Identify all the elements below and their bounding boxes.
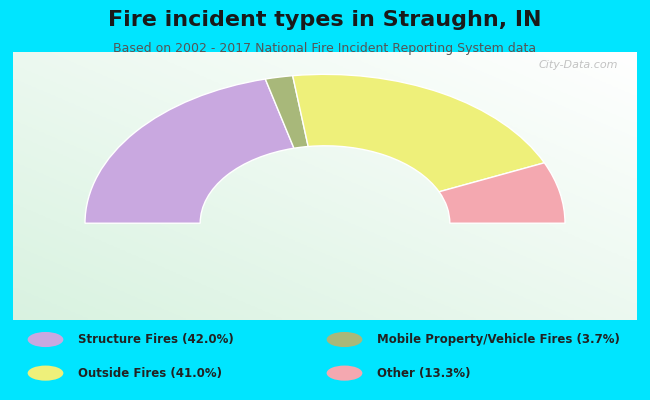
Text: Other (13.3%): Other (13.3%) [377,367,471,380]
Ellipse shape [27,332,64,347]
Ellipse shape [326,366,363,381]
Ellipse shape [326,332,363,347]
Ellipse shape [27,366,64,381]
Text: Structure Fires (42.0%): Structure Fires (42.0%) [78,333,234,346]
Wedge shape [85,79,294,223]
Wedge shape [265,76,308,148]
Text: City-Data.com: City-Data.com [539,60,618,70]
Text: Outside Fires (41.0%): Outside Fires (41.0%) [78,367,222,380]
Text: Mobile Property/Vehicle Fires (3.7%): Mobile Property/Vehicle Fires (3.7%) [377,333,620,346]
Text: Based on 2002 - 2017 National Fire Incident Reporting System data: Based on 2002 - 2017 National Fire Incid… [114,42,536,55]
Wedge shape [292,74,544,192]
Text: Fire incident types in Straughn, IN: Fire incident types in Straughn, IN [109,10,541,30]
Wedge shape [439,163,565,223]
